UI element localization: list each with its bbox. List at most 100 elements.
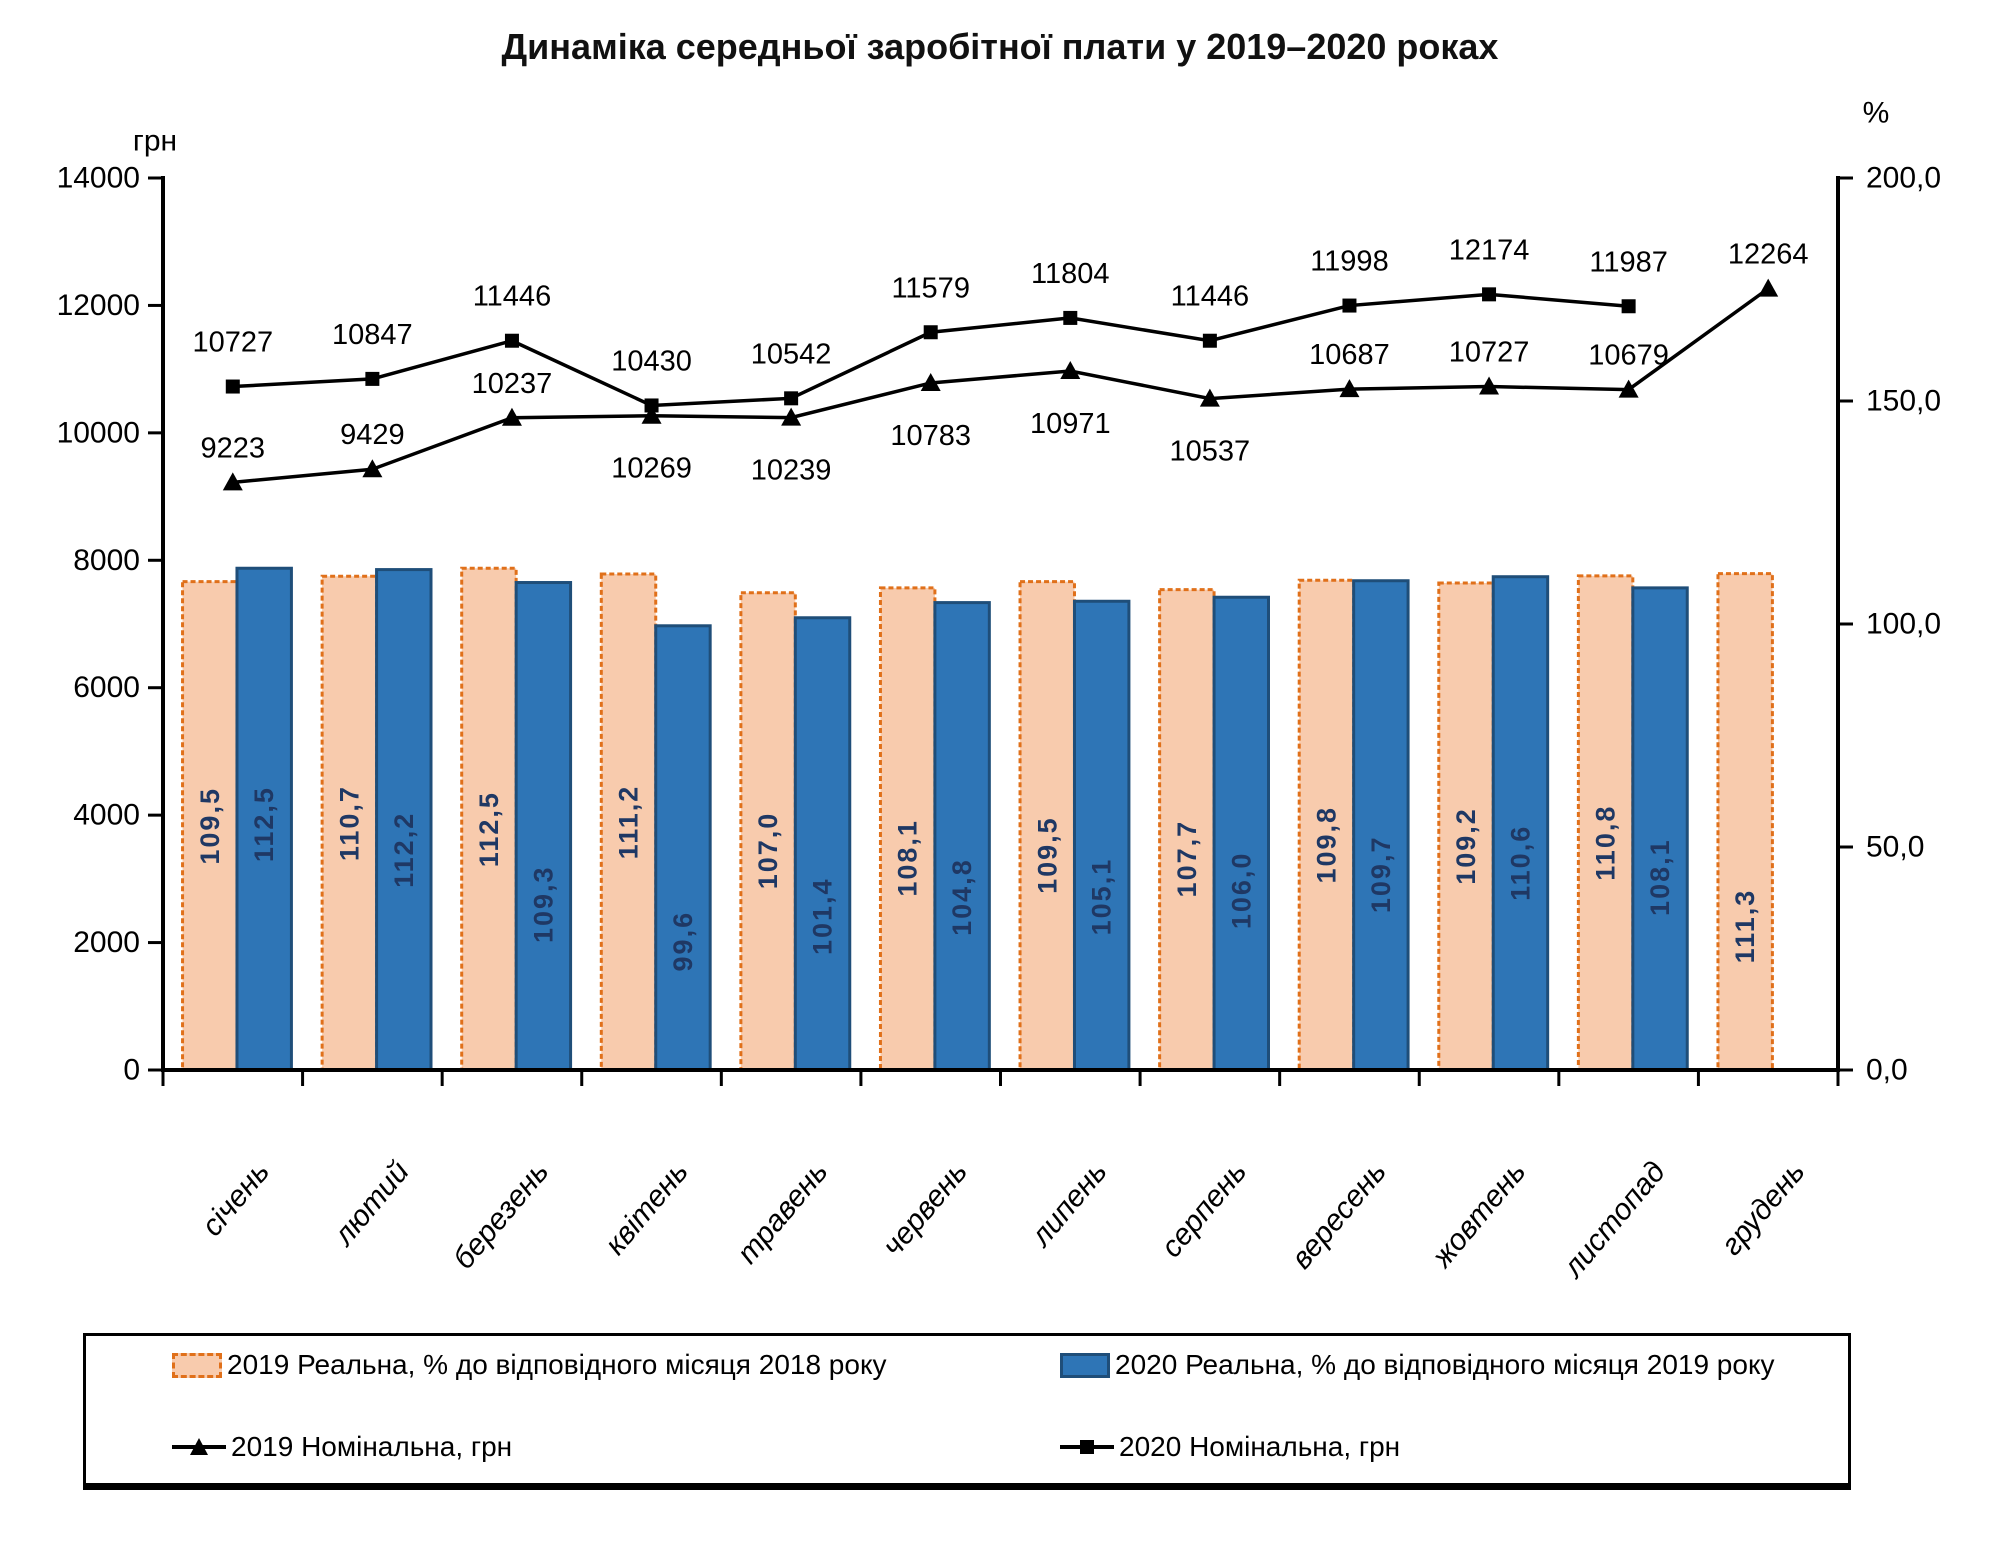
bar-2019-real-листопад [1576, 574, 1635, 1072]
bar-label-2019-серпень: 107,7 [1172, 820, 1202, 898]
marker-triangle-березень [501, 407, 522, 426]
point-label-2020-серпень: 11446 [1171, 281, 1250, 313]
legend-label-2020-nominal: 2020 Номінальна, грн [1119, 1431, 1401, 1462]
marker-square-листопад [1621, 299, 1636, 314]
legend: 2019 Реальна, % до відповідного місяця 2… [83, 1333, 1851, 1490]
bar-2019-real-грудень [1716, 572, 1774, 1072]
marker-triangle-грудень [1758, 278, 1779, 297]
bar-2019-real-січень [181, 580, 239, 1072]
point-label-2019-липень: 10971 [1030, 408, 1111, 440]
bar-2019-real-травень [739, 591, 797, 1072]
left-axis-tick-label: 0 [123, 1054, 140, 1087]
month-label-серпень: серпень [1155, 1155, 1253, 1263]
point-label-2019-грудень: 12264 [1728, 239, 1809, 271]
left-axis-tick-label: 8000 [73, 544, 140, 577]
bar-label-2020-жовтень: 110,6 [1505, 825, 1535, 901]
marker-square-травень [784, 391, 799, 406]
bar-2020-real-жовтень [1491, 575, 1550, 1072]
marker-square-липень [1063, 310, 1078, 325]
point-label-2019-листопад: 10679 [1588, 340, 1669, 372]
right-axis-tick-label: 200,0 [1866, 162, 1941, 195]
legend-item-2019-real: 2019 Реальна, % до відповідного місяця 2… [172, 1349, 887, 1381]
legend-swatch-2020-real-bar [1060, 1352, 1110, 1378]
right-axis-tick-label: 50,0 [1866, 831, 1924, 864]
point-label-2020-вересень: 11998 [1310, 246, 1389, 278]
month-label-червень: червень [876, 1155, 974, 1263]
left-axis-tick-label: 10000 [57, 416, 140, 449]
bar-2020-real-січень [235, 566, 293, 1072]
month-label-листопад: листопад [1556, 1155, 1672, 1285]
bar-label-2019-жовтень: 109,2 [1451, 807, 1481, 885]
bar-2020-real-березень [514, 581, 573, 1072]
marker-square-жовтень [1482, 287, 1497, 302]
legend-item-2020-real: 2020 Реальна, % до відповідного місяця 2… [1060, 1349, 1775, 1381]
bar-label-2020-травень: 101,4 [808, 877, 838, 955]
month-label-грудень: грудень [1715, 1155, 1812, 1261]
legend-label-2019-nominal: 2019 Номінальна, грн [231, 1431, 513, 1462]
point-label-2019-травень: 10239 [751, 455, 832, 487]
bar-2020-real-червень [933, 601, 991, 1072]
left-axis-tick-label: 14000 [57, 162, 140, 195]
month-label-березень: березень [447, 1155, 555, 1275]
bar-label-2019-липень: 109,5 [1032, 816, 1062, 894]
point-label-2019-квітень: 10269 [611, 453, 692, 485]
point-label-2019-вересень: 10687 [1309, 339, 1390, 371]
bar-2020-real-травень [793, 616, 852, 1072]
marker-triangle-серпень [1199, 388, 1220, 407]
legend-swatch-square-line-icon [1060, 1435, 1114, 1459]
bar-2020-real-лютий [375, 568, 433, 1072]
bar-2019-real-липень [1018, 580, 1076, 1072]
month-label-квітень: квітень [599, 1155, 695, 1261]
bar-label-2020-липень: 105,1 [1087, 858, 1117, 936]
bar-label-2020-серпень: 106,0 [1226, 852, 1256, 930]
right-axis-tick-label: 150,0 [1866, 385, 1941, 418]
marker-triangle-лютий [362, 459, 383, 478]
month-label-січень: січень [195, 1155, 276, 1242]
point-label-2020-січень: 10727 [192, 327, 273, 359]
marker-triangle-листопад [1618, 379, 1639, 398]
bar-label-2019-квітень: 111,2 [614, 785, 644, 860]
left-axis-tick-label: 2000 [73, 926, 140, 959]
point-label-2020-жовтень: 12174 [1449, 234, 1530, 266]
chart-title: Динаміка середньої заробітної плати у 20… [501, 26, 1499, 67]
marker-square-січень [225, 379, 240, 394]
left-axis-tick-label: 12000 [57, 289, 140, 322]
right-axis-tick-label: 100,0 [1866, 608, 1941, 641]
bar-2020-real-квітень [654, 624, 712, 1072]
left-axis-tick-label: 6000 [73, 671, 140, 704]
point-label-2019-січень: 9223 [201, 432, 266, 464]
bar-label-2020-березень: 109,3 [528, 865, 558, 943]
month-label-жовтень: жовтень [1424, 1155, 1532, 1275]
bar-label-2020-лютий: 112,2 [389, 812, 419, 888]
line-2019-nominal [232, 287, 1770, 485]
marker-square-червень [923, 325, 938, 340]
bar-label-2020-листопад: 108,1 [1645, 838, 1675, 916]
bar-label-2019-вересень: 109,8 [1311, 806, 1341, 884]
legend-swatch-triangle-line-icon [172, 1435, 226, 1459]
bar-label-2019-січень: 109,5 [195, 787, 225, 865]
left-axis-tick-label: 4000 [73, 799, 140, 832]
marker-triangle-липень [1060, 360, 1081, 379]
marker-square-квітень [644, 398, 659, 413]
month-label-липень: липень [1023, 1155, 1113, 1254]
month-label-вересень: вересень [1285, 1155, 1393, 1275]
right-axis-unit-label: % [1863, 97, 1890, 130]
bar-label-2020-січень: 112,5 [249, 786, 279, 862]
right-axis-tick-label: 0,0 [1866, 1054, 1908, 1087]
marker-triangle-травень [781, 407, 802, 426]
bar-2020-real-серпень [1212, 595, 1270, 1072]
bar-2019-real-квітень [599, 572, 658, 1072]
marker-triangle-червень [920, 372, 941, 391]
point-label-2020-липень: 11804 [1031, 258, 1110, 290]
marker-triangle-вересень [1339, 379, 1360, 398]
bar-label-2019-березень: 112,5 [474, 791, 504, 867]
marker-square-вересень [1342, 298, 1357, 313]
marker-square-березень [504, 333, 519, 348]
point-label-2019-березень: 10237 [472, 368, 553, 400]
legend-item-2019-nominal: 2019 Номінальна, грн [172, 1431, 512, 1463]
marker-triangle-січень [222, 472, 243, 491]
point-label-2020-травень: 10542 [751, 338, 832, 370]
point-label-2020-лютий: 10847 [332, 319, 413, 351]
legend-swatch-2019-real-bar [172, 1352, 222, 1378]
